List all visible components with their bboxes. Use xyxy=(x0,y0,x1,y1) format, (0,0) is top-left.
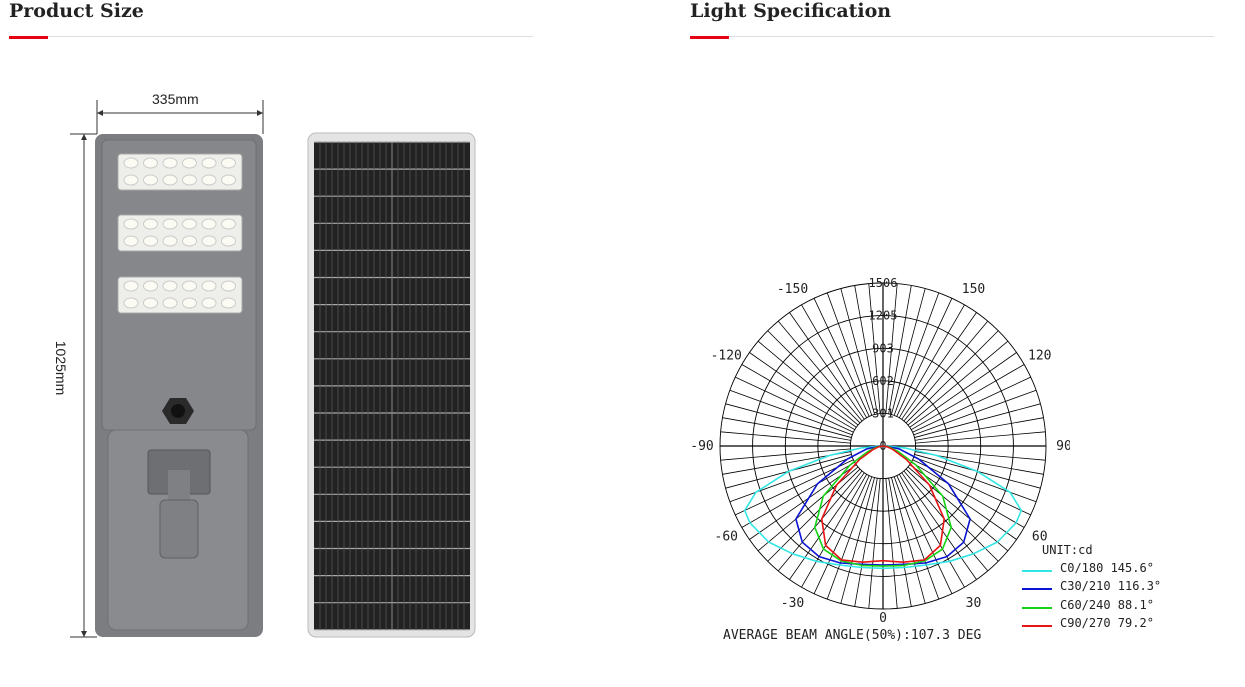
unit-label: UNIT:cd xyxy=(1042,543,1093,557)
angle-tick-label: -30 xyxy=(781,596,804,611)
series-curve xyxy=(821,445,945,563)
light-spec-divider xyxy=(690,36,1214,37)
beam-angle-footer: AVERAGE BEAM ANGLE(50%):107.3 DEG xyxy=(723,628,982,643)
legend-label: C60/240 88.1° xyxy=(1060,597,1154,612)
legend-label: C0/180 145.6° xyxy=(1060,561,1154,575)
angle-tick-label: 150 xyxy=(962,282,985,297)
radial-tick-label: 602 xyxy=(872,374,894,388)
radial-tick-label: 1205 xyxy=(869,309,898,323)
light-spec-accent xyxy=(690,36,729,39)
angle-tick-label: 0 xyxy=(879,611,887,626)
height-dimension-label: 1025mm xyxy=(53,340,70,396)
angle-tick-label: 120 xyxy=(1028,349,1051,364)
radial-tick-label: 1506 xyxy=(869,276,898,290)
light-spec-title: Light Specification xyxy=(690,0,892,22)
angle-tick-label: -150 xyxy=(777,282,808,297)
angle-tick-label: 60 xyxy=(1032,530,1048,545)
series-curve xyxy=(743,445,1023,570)
series-curve xyxy=(814,445,952,567)
legend-swatch xyxy=(1022,588,1052,591)
angle-tick-label: -120 xyxy=(711,349,742,364)
width-dimension-label: 335mm xyxy=(152,91,199,107)
radial-tick-label: 301 xyxy=(872,406,894,420)
angle-tick-label: -60 xyxy=(715,530,738,545)
product-size-divider xyxy=(9,36,533,37)
legend-label: C90/270 79.2° xyxy=(1060,615,1154,630)
product-image xyxy=(70,100,476,638)
product-size-accent xyxy=(9,36,48,39)
angle-tick-label: 90 xyxy=(1056,439,1070,454)
legend-swatch xyxy=(1022,570,1052,572)
series-curve xyxy=(795,445,971,566)
legend-label: C30/210 116.3° xyxy=(1060,579,1162,594)
legend-swatch xyxy=(1022,606,1052,609)
angle-tick-label: 30 xyxy=(966,596,982,611)
polar-chart: 0301602903120515060306090120150-30-60-90… xyxy=(690,276,1070,626)
product-size-title: Product Size xyxy=(9,0,144,22)
legend-swatch xyxy=(1022,624,1052,627)
radial-tick-label: 903 xyxy=(872,341,894,355)
angle-tick-label: -90 xyxy=(690,439,713,454)
